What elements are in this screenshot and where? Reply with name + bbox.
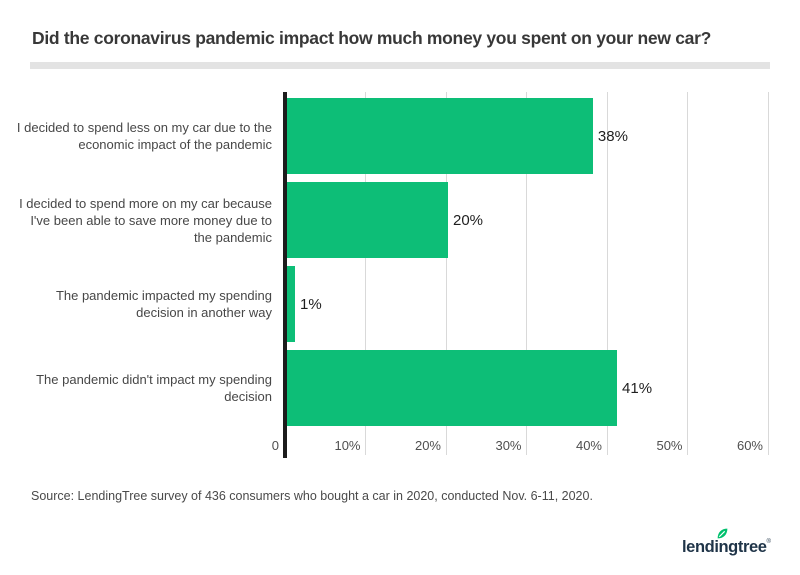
bar (287, 182, 448, 258)
gridline-40 (606, 92, 608, 455)
chart-row: The pandemic impacted my spending decisio… (0, 266, 800, 342)
lendingtree-logo: lendingtree® (682, 527, 792, 563)
y-axis-line (283, 92, 287, 458)
chart-row: I decided to spend more on my car becaus… (0, 182, 800, 258)
x-tick-label: 0 (271, 438, 279, 453)
x-tick-label: 30% (495, 438, 522, 453)
category-label-line: I've been able to save more money due to (30, 212, 272, 228)
x-tick-label: 50% (656, 438, 683, 453)
category-label: I decided to spend more on my car becaus… (12, 182, 272, 258)
category-label-line: economic impact of the pandemic (78, 137, 272, 152)
gridline-60 (767, 92, 769, 455)
bar (287, 98, 593, 174)
category-label-line: decision (224, 389, 272, 404)
gridline-50 (687, 92, 688, 455)
category-label-line: I decided to spend more on my car becaus… (19, 195, 272, 211)
gridline-10 (365, 92, 366, 455)
value-label: 1% (300, 295, 322, 313)
category-label-line: decision in another way (136, 305, 272, 320)
x-tick-label: 10% (334, 438, 361, 453)
chart-row: The pandemic didn't impact my spending de… (0, 350, 800, 426)
registered-mark: ® (766, 539, 771, 545)
logo-text: lendingtree® (682, 538, 771, 556)
category-label-line: The pandemic didn't impact my spending (36, 372, 272, 387)
value-label: 41% (622, 379, 653, 397)
bar-chart: I decided to spend less on my car due to… (0, 92, 800, 460)
leaf-icon (717, 528, 728, 539)
gridline-20 (445, 92, 447, 455)
bar (287, 350, 618, 426)
category-label: The pandemic didn't impact my spending de… (12, 350, 272, 426)
chart-title: Did the coronavirus pandemic impact how … (32, 28, 711, 48)
category-label: The pandemic impacted my spending decisio… (12, 266, 272, 342)
category-label-line: I decided to spend less on my car due to… (16, 120, 272, 135)
title-divider (30, 62, 770, 69)
x-tick-label: 60% (736, 438, 763, 453)
bar (287, 266, 296, 342)
category-label-line: the pandemic (193, 229, 272, 245)
value-label: 20% (453, 211, 484, 229)
category-label-line: The pandemic impacted my spending (55, 288, 272, 303)
value-label: 38% (597, 127, 628, 145)
chart-row: I decided to spend less on my car due to… (0, 98, 800, 174)
source-note: Source: LendingTree survey of 436 consum… (31, 489, 593, 503)
x-tick-label: 20% (414, 438, 441, 453)
category-label: I decided to spend less on my car due to… (12, 98, 272, 174)
gridline-30 (526, 92, 527, 455)
x-tick-label: 40% (575, 438, 602, 453)
